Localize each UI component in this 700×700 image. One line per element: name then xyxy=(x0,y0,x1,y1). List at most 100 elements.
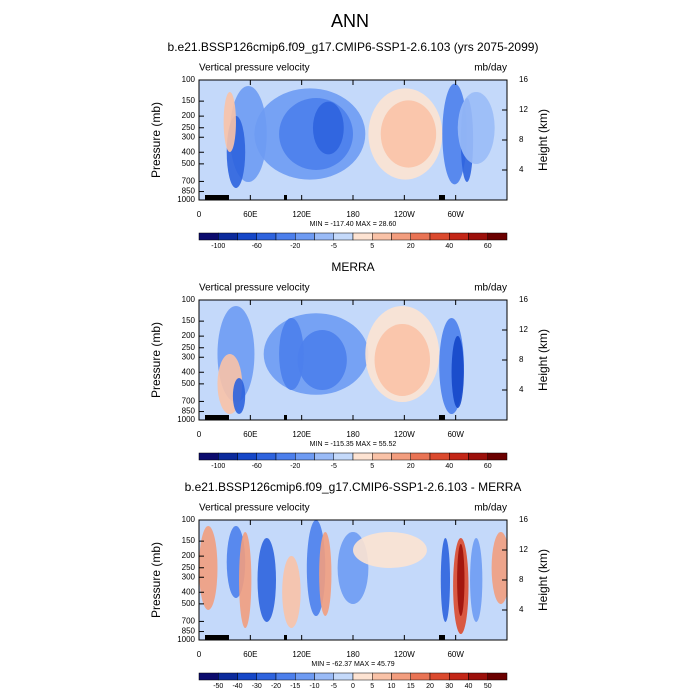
stats: MIN = -115.35 MAX = 55.52 xyxy=(310,441,397,448)
colorbar-box xyxy=(391,452,411,461)
y-tick-label: 700 xyxy=(182,617,196,626)
colorbar-box xyxy=(372,232,392,241)
y-tick-label: 700 xyxy=(182,177,196,186)
colorbar-box xyxy=(314,232,334,241)
colorbar-label: 40 xyxy=(465,683,473,690)
topography xyxy=(205,195,229,200)
stats: MIN = -117.40 MAX = 28.60 xyxy=(310,221,397,228)
colorbar-label: 60 xyxy=(484,243,492,250)
y2-axis-label: Height (km) xyxy=(536,329,550,391)
colorbar-box xyxy=(449,232,469,241)
y-axis-label: Pressure (mb) xyxy=(149,102,163,178)
x-tick-label: 120E xyxy=(292,430,311,439)
colorbar-label: 40 xyxy=(445,243,453,250)
colorbar-label: -50 xyxy=(213,683,223,690)
y-tick-label: 100 xyxy=(182,75,196,84)
colorbar-label: -20 xyxy=(290,463,300,470)
colorbar-box xyxy=(372,452,392,461)
x-tick-label: 120W xyxy=(394,430,415,439)
colorbar-label: 0 xyxy=(351,683,355,690)
colorbar-box xyxy=(333,232,354,241)
panel-units: mb/day xyxy=(474,283,507,294)
field-shape xyxy=(440,538,451,622)
y-tick-label: 200 xyxy=(182,331,196,340)
colorbar-box xyxy=(275,672,296,681)
colorbar-label: -20 xyxy=(290,243,300,250)
y-axis-label: Pressure (mb) xyxy=(149,322,163,398)
field-shape xyxy=(353,532,427,568)
field xyxy=(199,80,507,200)
topography xyxy=(205,415,229,420)
panel-title: b.e21.BSSP126cmip6.f09_g17.CMIP6-SSP1-2.… xyxy=(185,480,522,494)
x-tick-label: 60E xyxy=(243,430,257,439)
stats: MIN = -62.37 MAX = 45.79 xyxy=(311,661,394,668)
y-tick-label: 700 xyxy=(182,397,196,406)
y-tick-label: 300 xyxy=(182,572,196,581)
panel-subtitle: Vertical pressure velocity xyxy=(199,283,310,294)
colorbar-label: -10 xyxy=(309,683,319,690)
colorbar-label: 50 xyxy=(484,683,492,690)
panel-title: b.e21.BSSP126cmip6.f09_g17.CMIP6-SSP1-2.… xyxy=(168,40,539,54)
colorbar-box xyxy=(352,672,373,681)
colorbar-box xyxy=(333,452,354,461)
colorbar-box xyxy=(449,452,469,461)
figure-title: ANN xyxy=(331,11,369,31)
colorbar-box xyxy=(314,452,334,461)
y-tick-label: 1000 xyxy=(177,415,195,424)
y-tick-label: 300 xyxy=(182,132,196,141)
y-tick-label: 150 xyxy=(182,96,196,105)
y-tick-label: 850 xyxy=(182,627,196,636)
field-shape xyxy=(297,330,347,390)
colorbar-box xyxy=(218,452,238,461)
colorbar-box xyxy=(237,672,257,681)
field-shape xyxy=(199,526,218,610)
x-tick-label: 60W xyxy=(447,430,464,439)
colorbar-label: -5 xyxy=(331,243,337,250)
y-tick-label: 500 xyxy=(182,379,196,388)
field-shape xyxy=(282,556,301,628)
colorbar-box xyxy=(429,452,450,461)
colorbar-label: 60 xyxy=(484,463,492,470)
colorbar-box xyxy=(410,672,431,681)
field-shape xyxy=(257,538,277,622)
colorbar-label: 5 xyxy=(370,463,374,470)
x-tick-label: 60W xyxy=(447,650,464,659)
field-shape xyxy=(279,318,304,390)
y2-tick-label: 4 xyxy=(519,605,524,614)
colorbar-box xyxy=(295,232,315,241)
x-tick-label: 180 xyxy=(346,430,360,439)
field-shape xyxy=(374,324,430,396)
colorbar-label: -60 xyxy=(252,243,262,250)
y2-tick-label: 8 xyxy=(519,355,524,364)
y-tick-label: 150 xyxy=(182,536,196,545)
field-shape xyxy=(470,538,483,622)
panel-subtitle: Vertical pressure velocity xyxy=(199,63,310,74)
colorbar-box xyxy=(275,452,296,461)
colorbar-label: 20 xyxy=(426,683,434,690)
colorbar-box xyxy=(391,232,411,241)
colorbar-box xyxy=(352,452,373,461)
colorbar-label: -5 xyxy=(331,683,337,690)
colorbar-box xyxy=(352,232,373,241)
y-tick-label: 200 xyxy=(182,111,196,120)
colorbar-label: 40 xyxy=(445,463,453,470)
y2-axis-label: Height (km) xyxy=(536,549,550,611)
colorbar-box xyxy=(487,452,508,461)
field-shape xyxy=(380,100,437,168)
x-tick-label: 120E xyxy=(292,650,311,659)
y2-tick-label: 8 xyxy=(519,135,524,144)
colorbar-box xyxy=(410,232,431,241)
y-tick-label: 500 xyxy=(182,159,196,168)
colorbar-label: -20 xyxy=(271,683,281,690)
colorbar-label: -40 xyxy=(232,683,242,690)
colorbar-box xyxy=(429,232,450,241)
x-tick-label: 120W xyxy=(394,210,415,219)
y-tick-label: 200 xyxy=(182,551,196,560)
topography xyxy=(439,635,445,640)
y-tick-label: 300 xyxy=(182,352,196,361)
topography xyxy=(205,635,229,640)
field xyxy=(199,300,507,420)
x-tick-label: 0 xyxy=(197,210,202,219)
y2-tick-label: 8 xyxy=(519,575,524,584)
